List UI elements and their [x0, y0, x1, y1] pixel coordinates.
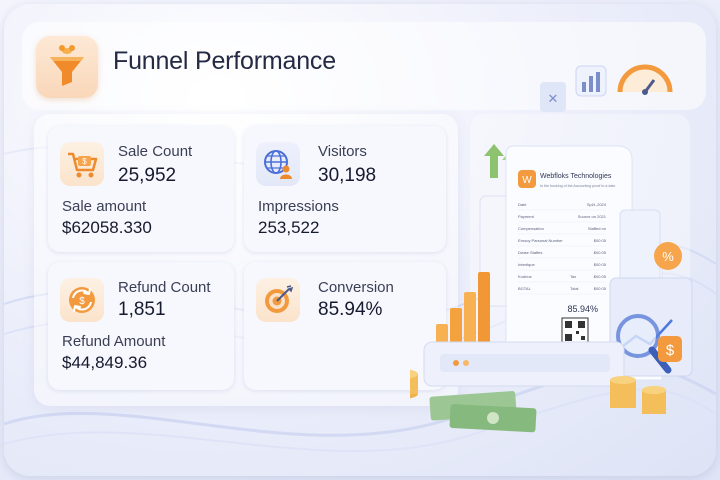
impressions-value: 253,522 [258, 218, 320, 237]
finance-illustration: ✕ W Webfloks Technologies to the booking… [410, 64, 693, 433]
receipt-row-label: Date [518, 202, 527, 207]
visitors-card[interactable]: Visitors 30,198 Impressions 253,522 [244, 126, 446, 252]
refunds-icon-box: $ [60, 278, 104, 322]
refund-amount-label: Refund Amount [62, 333, 166, 350]
visitors-icon-box [256, 142, 300, 186]
sale-amount-label: Sale amount [62, 198, 147, 215]
conversion-value: 85.94% [318, 299, 383, 320]
visitors-label: Visitors [318, 143, 367, 160]
refund-amount-value: $44,849.36 [62, 353, 148, 372]
refund-count-label: Refund Count [118, 279, 211, 296]
receipt-row-label: Payment [518, 214, 535, 219]
refunds-card[interactable]: $ Refund Count 1,851 Refund Amount $44,8… [48, 262, 234, 390]
receipt-row-label: Dwise Staffes [518, 250, 542, 255]
receipt-row-label: BGTAL [518, 286, 532, 291]
qr-code-icon [561, 317, 589, 345]
refund-cycle-icon: $ [69, 287, 95, 313]
conversion-icon-box [256, 278, 300, 322]
receipt-row-value: $00.05 [594, 250, 607, 255]
receipt-row-value: $00.05 [594, 262, 607, 267]
sale-count-value: 25,952 [118, 165, 177, 186]
receipt-row-value: Staffed on [588, 226, 606, 231]
svg-text:$: $ [79, 296, 85, 307]
receipt-row-value: Source on 2021 [578, 214, 607, 219]
receipt-row-middle: Total [570, 286, 579, 291]
bar-chart-icon [575, 65, 607, 97]
receipt-row-label: Intertique [518, 262, 535, 267]
receipt-row-value: Spl/L.2024 [587, 202, 607, 207]
svg-text:✕: ✕ [548, 91, 559, 106]
refund-count-value: 1,851 [118, 299, 166, 320]
impressions-label: Impressions [258, 198, 339, 215]
speedometer-icon [617, 64, 673, 95]
svg-text:$: $ [82, 157, 87, 166]
receipt-row-value: $00.05 [594, 274, 607, 279]
sale-amount-value: $62058.330 [62, 218, 152, 237]
percent-badge-icon: % [654, 242, 682, 270]
receipt-row-value: $00.05 [594, 286, 607, 291]
conversion-card[interactable]: Conversion 85.94% [244, 262, 446, 390]
receipt-subtitle: to the booking of the Accounting proof t… [540, 184, 615, 188]
visitors-value: 30,198 [318, 165, 377, 186]
sale-count-label: Sale Count [118, 143, 193, 160]
coin-stack-left [410, 369, 418, 399]
globe-user-icon [264, 150, 292, 179]
magnifier-icon [616, 314, 672, 374]
document-x-icon: ✕ [540, 82, 566, 112]
funnel-coin-icon [50, 45, 84, 86]
receipt-row-label: Kudrios [518, 274, 532, 279]
conversion-label: Conversion [318, 279, 394, 296]
svg-text:$: $ [666, 342, 675, 359]
page-title: Funnel Performance [113, 47, 336, 75]
banknotes [429, 391, 537, 433]
receipt-row-label: Compensation [518, 226, 544, 231]
target-arrow-icon [265, 285, 294, 313]
receipt-row-value: $00.05 [594, 238, 607, 243]
sales-card[interactable]: $ Sale Count 25,952 Sale amount $62058.3… [48, 126, 234, 252]
receipt-rows: Date Spl/L.2024 Payment Source on 2021 Compe… [518, 202, 607, 295]
svg-text:%: % [662, 249, 674, 264]
app-logo [36, 36, 98, 98]
receipt-company: Webfloks Technologies [540, 173, 612, 180]
sales-icon-box: $ [60, 142, 104, 186]
receipt-row-middle: Tax [570, 274, 576, 279]
dollar-badge-icon: $ [658, 336, 682, 362]
svg-text:W: W [522, 175, 532, 186]
receipt-row-label: Ernsoy Parsonal Number [518, 238, 563, 243]
shopping-cart-icon: $ [68, 152, 98, 178]
receipt-total: 85.94% [567, 304, 598, 314]
coin-stack-right [610, 376, 666, 414]
